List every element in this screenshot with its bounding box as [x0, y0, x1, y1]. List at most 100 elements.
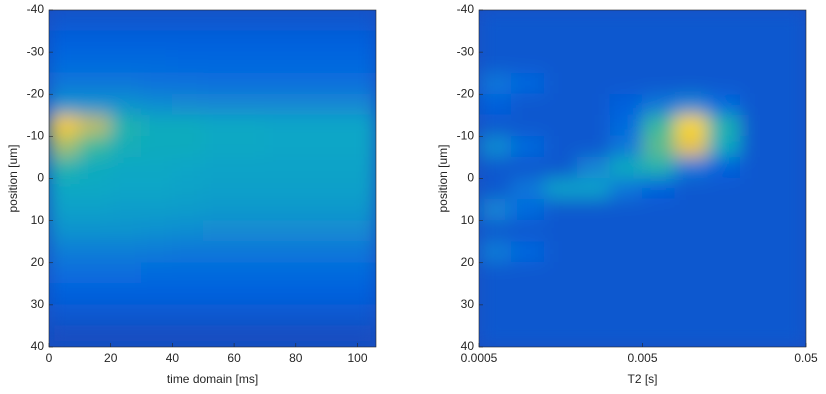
x-tick-label: 0.005 — [627, 351, 657, 365]
heatmap-cell — [642, 283, 676, 306]
y-tick-label: 10 — [31, 213, 45, 227]
heatmap-cell — [510, 262, 546, 285]
heatmap-cell — [264, 51, 297, 74]
heatmap-cell — [326, 93, 358, 116]
heatmap-cell — [642, 178, 676, 201]
heatmap — [49, 10, 376, 347]
heatmap-cell — [609, 93, 643, 116]
heatmap-cell — [356, 51, 376, 74]
heatmap-cell — [326, 10, 358, 32]
heatmap-cell — [356, 220, 376, 243]
heatmap-cell — [576, 304, 611, 327]
heatmap-cell — [544, 135, 578, 158]
heatmap-cell — [141, 178, 173, 201]
heatmap-cell — [772, 304, 806, 327]
heatmap-cell — [49, 135, 81, 158]
heatmap-cell — [740, 178, 774, 201]
y-tick-label: 10 — [461, 213, 475, 227]
heatmap-cell — [642, 135, 676, 158]
heatmap-cell — [264, 114, 297, 137]
heatmap-cell — [772, 30, 806, 53]
heatmap-cell — [479, 93, 512, 116]
heatmap-cell — [740, 30, 774, 53]
heatmap-cell — [49, 262, 81, 285]
heatmap-cell — [110, 114, 143, 137]
x-tick-label: 60 — [227, 351, 241, 365]
heatmap-cell — [707, 283, 742, 306]
heatmap-cell — [642, 93, 676, 116]
heatmap-cell — [233, 241, 266, 264]
heatmap-cell — [49, 220, 81, 243]
heatmap-cell — [740, 51, 774, 74]
heatmap-cell — [202, 220, 235, 243]
heatmap-cell — [49, 199, 81, 222]
heatmap-cell — [110, 283, 143, 306]
heatmap-cell — [141, 156, 173, 179]
heatmap-cell — [79, 93, 112, 116]
heatmap-cell — [295, 262, 328, 285]
x-tick-label: 0.0005 — [461, 351, 498, 365]
heatmap-cell — [79, 30, 112, 53]
heatmap-cell — [110, 304, 143, 327]
heatmap-cell — [707, 93, 742, 116]
heatmap-cell — [79, 241, 112, 264]
heatmap-cell — [740, 156, 774, 179]
x-tick-label: 0.05 — [794, 351, 818, 365]
heatmap-cell — [110, 135, 143, 158]
heatmap-cell — [202, 135, 235, 158]
heatmap-cell — [674, 114, 709, 137]
heatmap-cell — [642, 30, 676, 53]
heatmap-cell — [295, 199, 328, 222]
heatmap-cell — [576, 114, 611, 137]
heatmap-cell — [544, 241, 578, 264]
heatmap-cell — [295, 220, 328, 243]
heatmap-cell — [609, 241, 643, 264]
heatmap-cell — [264, 262, 297, 285]
heatmap-cell — [674, 72, 709, 95]
heatmap-cell — [49, 304, 81, 327]
heatmap-cell — [110, 262, 143, 285]
heatmap-cell — [233, 178, 266, 201]
heatmap-cell — [544, 156, 578, 179]
heatmap-cell — [707, 114, 742, 137]
heatmap-cell — [264, 283, 297, 306]
heatmap-cell — [576, 220, 611, 243]
heatmap-cell — [576, 156, 611, 179]
heatmap-cell — [479, 135, 512, 158]
heatmap-cell — [609, 51, 643, 74]
heatmap-cell — [141, 262, 173, 285]
heatmap-cell — [609, 325, 643, 347]
heatmap-cell — [326, 178, 358, 201]
y-tick-label: 20 — [31, 255, 45, 269]
heatmap-cell — [740, 241, 774, 264]
heatmap-cell — [510, 51, 546, 74]
heatmap-cell — [141, 199, 173, 222]
heatmap-cell — [740, 325, 774, 347]
heatmap-cell — [510, 72, 546, 95]
heatmap-cell — [510, 199, 546, 222]
heatmap-cell — [609, 262, 643, 285]
heatmap-cell — [202, 30, 235, 53]
heatmap-cell — [171, 325, 204, 347]
heatmap-cell — [609, 178, 643, 201]
y-tick-label: 30 — [461, 297, 475, 311]
x-tick-label: 20 — [104, 351, 118, 365]
heatmap-cell — [674, 135, 709, 158]
heatmap-cell — [479, 156, 512, 179]
heatmap-cell — [576, 241, 611, 264]
heatmap-cell — [356, 178, 376, 201]
y-axis-label: position [um] — [6, 144, 20, 212]
heatmap-cell — [707, 135, 742, 158]
heatmap-cell — [171, 156, 204, 179]
y-tick-label: 30 — [31, 297, 45, 311]
heatmap-cell — [171, 178, 204, 201]
heatmap-cell — [642, 241, 676, 264]
heatmap-cell — [642, 304, 676, 327]
heatmap-cell — [49, 10, 81, 32]
heatmap-cell — [740, 220, 774, 243]
heatmap-cell — [772, 199, 806, 222]
heatmap-cell — [233, 325, 266, 347]
heatmap-cell — [171, 220, 204, 243]
heatmap-cell — [49, 325, 81, 347]
heatmap-cell — [326, 72, 358, 95]
